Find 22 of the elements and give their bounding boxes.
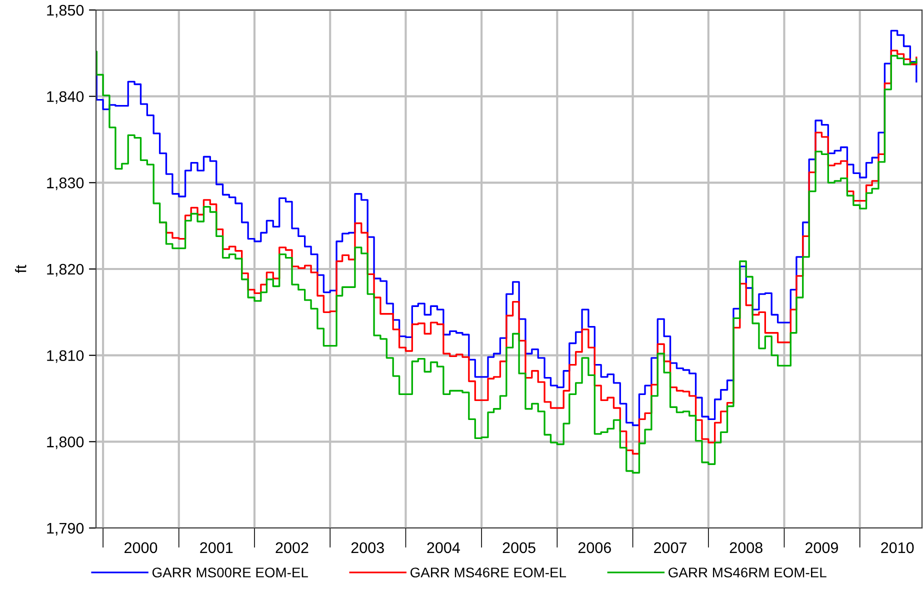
x-tick-label: 2009 <box>806 542 838 554</box>
y-tick-label: 1,800 <box>47 436 84 450</box>
y-axis-title: ft <box>15 264 26 274</box>
y-tick-label: 1,790 <box>47 522 84 536</box>
y-tick-label: 1,830 <box>47 178 84 190</box>
legend-label: GARR MS00RE EOM-EL <box>152 568 308 578</box>
x-tick-label: 2007 <box>654 542 687 554</box>
x-tick-label: 2010 <box>881 542 914 554</box>
y-tick-label: 1,850 <box>47 4 84 18</box>
x-tick-label: 2000 <box>124 542 158 554</box>
x-tick-label: 2001 <box>200 542 233 554</box>
x-tick-label: 2005 <box>502 542 536 554</box>
y-tick-label: 1,840 <box>47 91 84 104</box>
x-tick-label: 2006 <box>578 542 611 554</box>
legend-label: GARR MS46RE EOM-EL <box>410 568 566 578</box>
x-tick-label: 2003 <box>351 542 384 554</box>
y-tick-label: 1,810 <box>47 350 84 363</box>
x-tick-label: 2008 <box>730 542 762 554</box>
legend-label: GARR MS46RM EOM-EL <box>668 568 826 578</box>
x-tick-label: 2004 <box>427 542 460 554</box>
y-tick-label: 1,820 <box>47 264 84 276</box>
x-tick-label: 2002 <box>276 542 308 554</box>
